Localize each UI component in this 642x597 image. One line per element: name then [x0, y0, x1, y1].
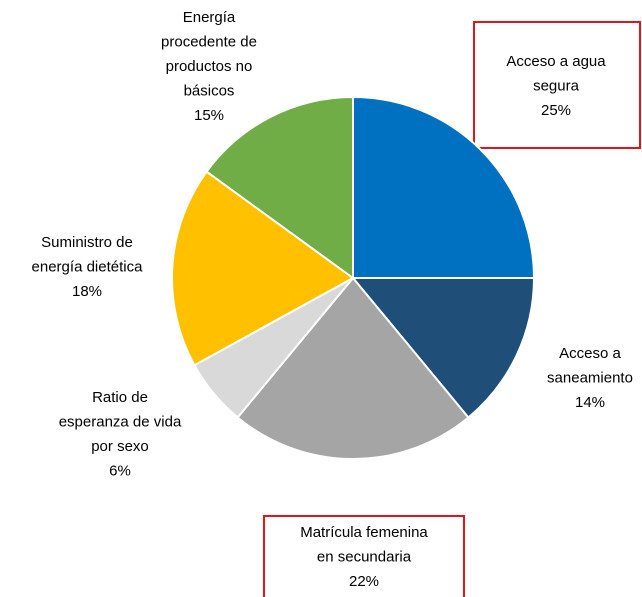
- slice-label: Energía procedente de productos no básicos: [161, 9, 257, 100]
- value-label: 25%: [541, 102, 571, 119]
- slice-label: Suministro de energía dietética: [32, 234, 144, 276]
- value-label: 6%: [109, 463, 131, 480]
- pie-slice: [236, 276, 470, 460]
- highlight-box: [473, 21, 641, 149]
- value-label: 15%: [194, 107, 224, 124]
- slice-label: Acceso a saneamiento: [547, 345, 633, 387]
- slice-label: Ratio de esperanza de vida por sexo: [59, 389, 182, 455]
- highlight-box: [263, 515, 465, 597]
- pie-slice: [171, 170, 355, 367]
- slice-label: Matrícula femenina en secundaria: [300, 524, 428, 566]
- pie-slice: [205, 95, 354, 280]
- value-label: 22%: [349, 573, 379, 590]
- pie-slice: [350, 277, 536, 419]
- value-label: 14%: [575, 394, 605, 411]
- slice-label: Acceso a agua segura: [506, 53, 606, 95]
- pie-slice: [352, 95, 536, 279]
- value-label: 18%: [72, 283, 102, 300]
